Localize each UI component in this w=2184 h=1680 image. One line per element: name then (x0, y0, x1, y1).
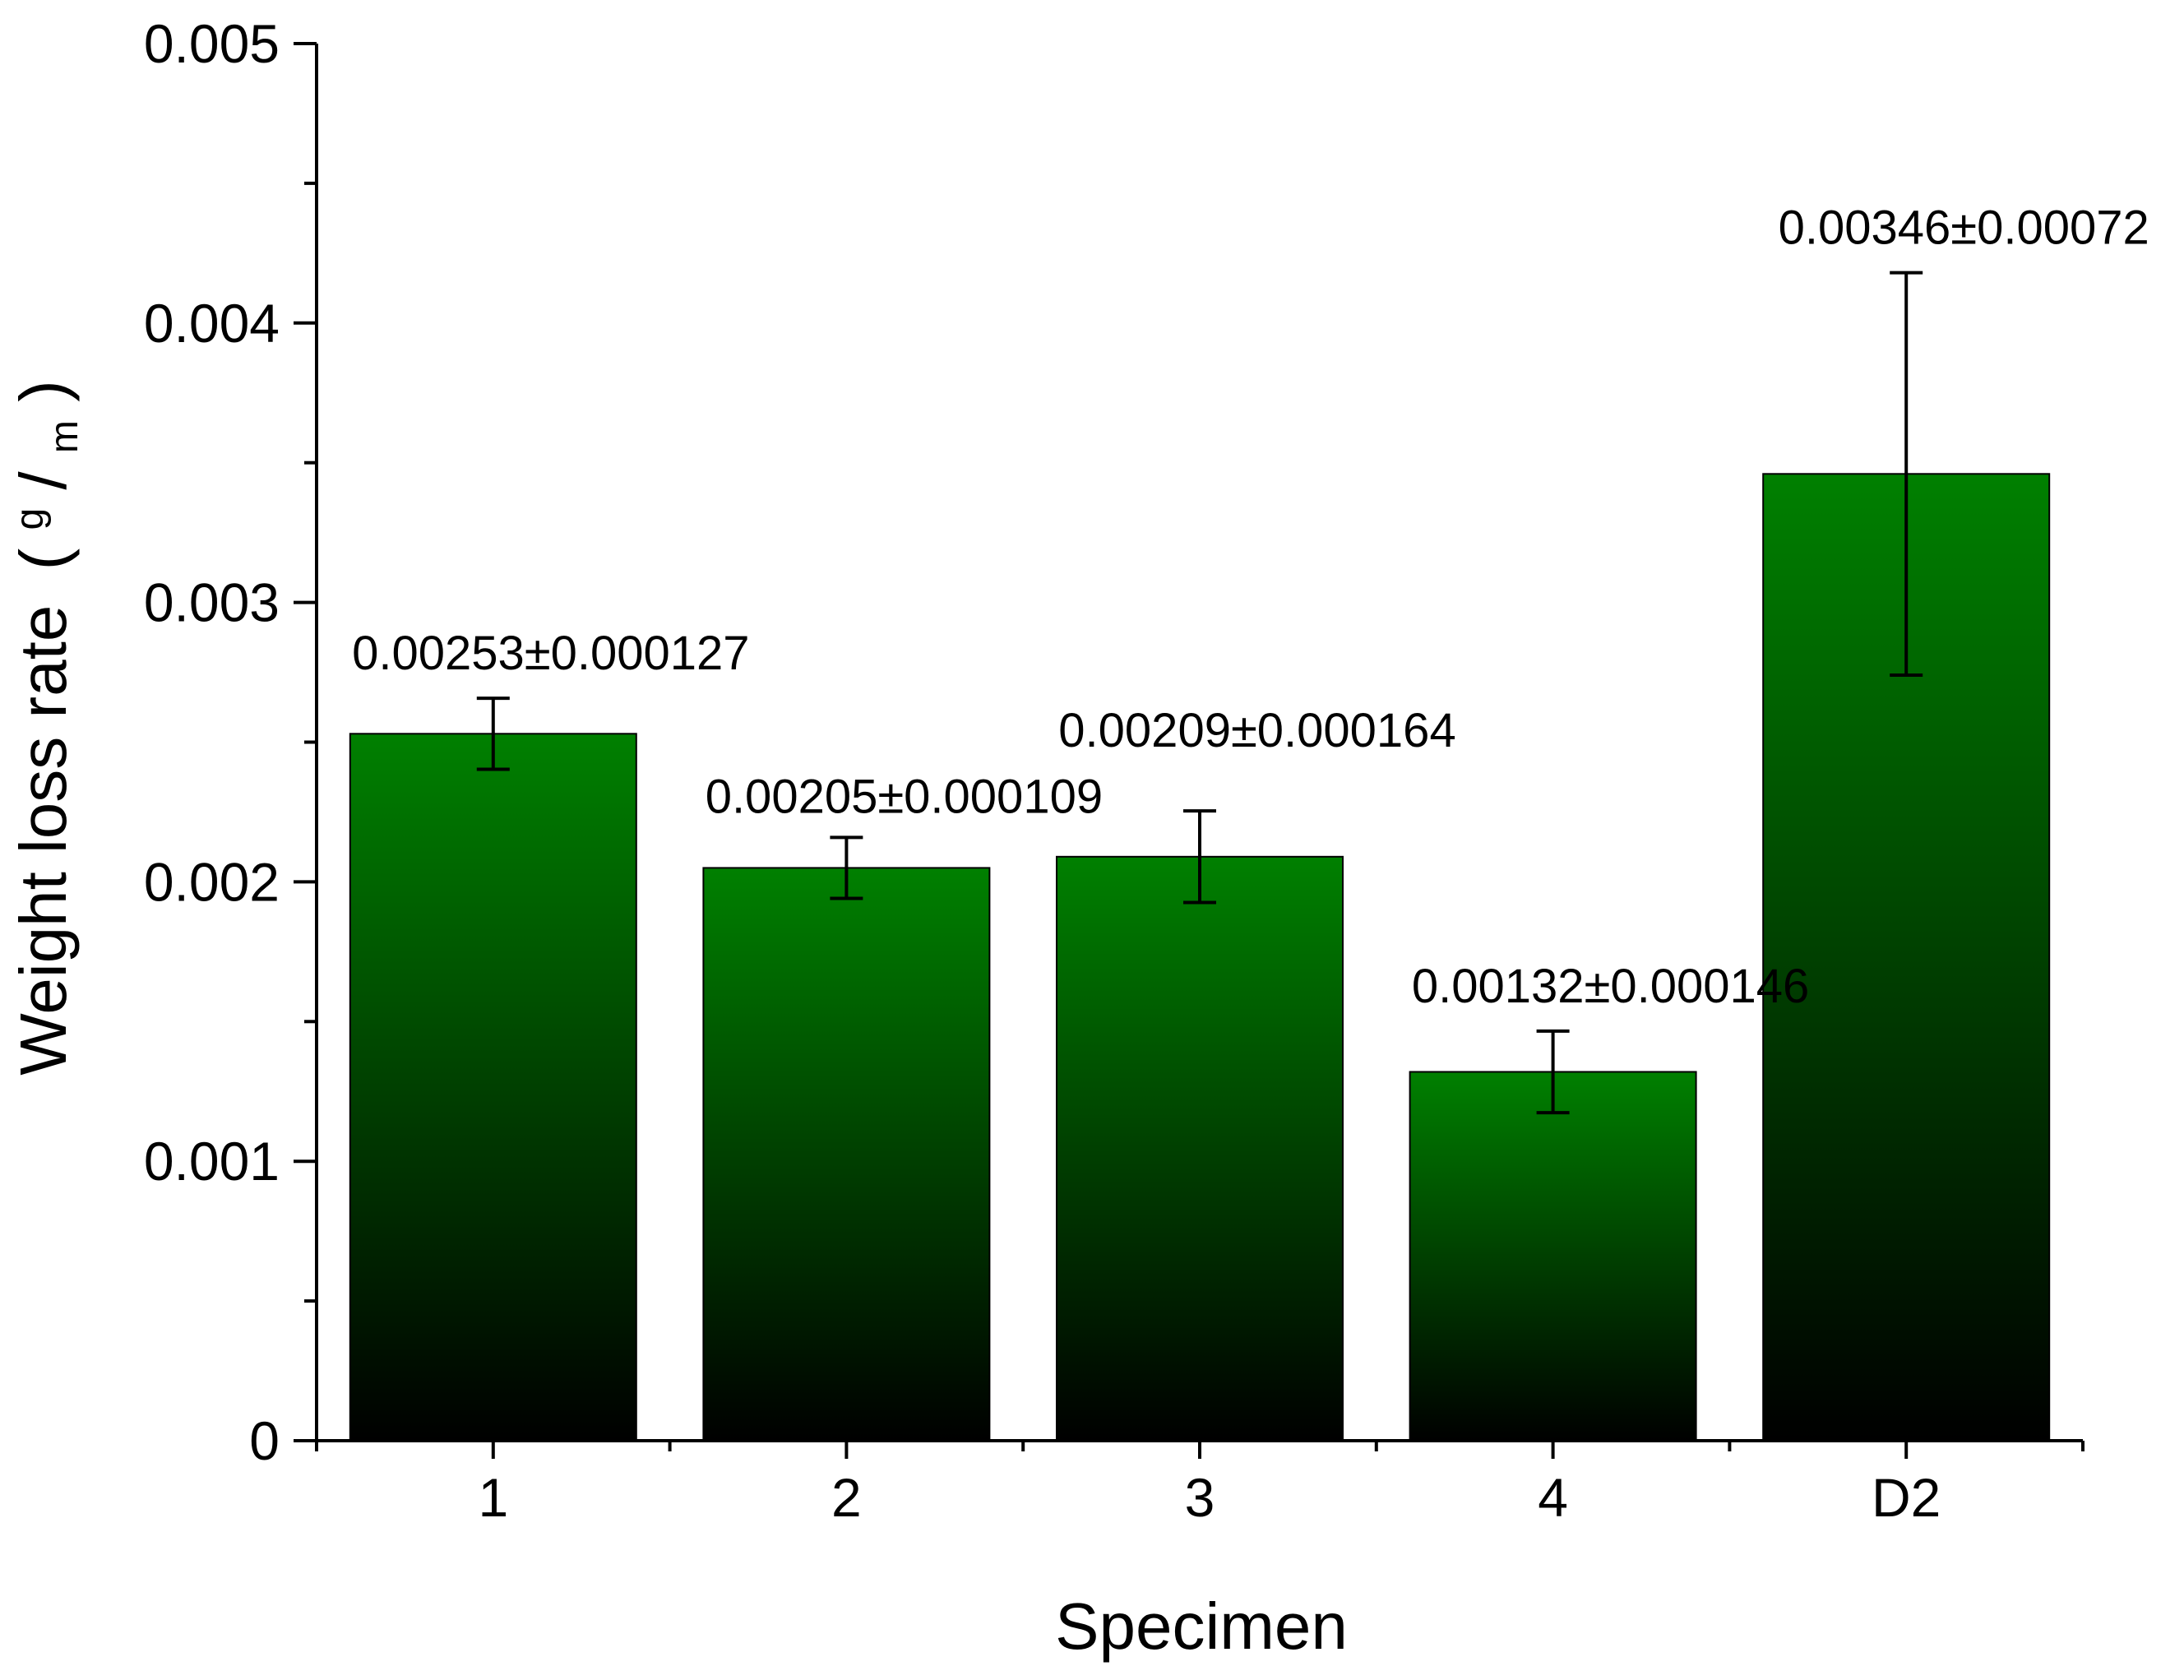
x-tick-label-4: 4 (1538, 1467, 1568, 1528)
bar-4 (1409, 1071, 1697, 1442)
y-tick-label: 0.001 (144, 1131, 280, 1192)
y-axis-unit-slash: / (7, 471, 80, 490)
y-axis-unit-denominator: m (43, 420, 86, 453)
axes-group (294, 42, 2085, 1459)
x-tick-label-3: 3 (1185, 1467, 1215, 1528)
data-label-1: 0.00253±0.000127 (352, 627, 749, 680)
error-bars-group (476, 271, 1923, 1115)
x-tick-label-2: 2 (831, 1467, 862, 1528)
svg-text:Weight loss rate (: Weight loss rate ( g / m ) (0, 380, 91, 1075)
x-axis-title: Specimen (1055, 1590, 1348, 1663)
data-label-D2: 0.00346±0.00072 (1779, 201, 2149, 255)
y-axis-unit-open: ( (7, 548, 80, 570)
bar-3 (1056, 855, 1344, 1442)
y-axis-title: Weight loss rate ( g / m ) (0, 380, 91, 1075)
y-tick-label: 0.004 (144, 293, 280, 354)
data-label-4: 0.00132±0.000146 (1412, 960, 1809, 1013)
y-tick-label: 0.002 (144, 851, 280, 912)
y-tick-label: 0 (249, 1410, 280, 1471)
bar-1 (349, 733, 637, 1442)
y-axis-unit-close: ) (7, 380, 80, 402)
bar-2 (702, 867, 991, 1442)
labels-group: 0.00253±0.00012710.00205±0.00010920.0020… (144, 13, 2149, 1528)
data-label-3: 0.00209±0.000164 (1058, 704, 1455, 757)
y-axis-title-text: Weight loss rate (7, 605, 80, 1076)
y-axis-unit-numerator: g (8, 508, 52, 530)
y-tick-label: 0.005 (144, 13, 280, 74)
data-label-2: 0.00205±0.000109 (706, 770, 1103, 823)
y-tick-label: 0.003 (144, 572, 280, 633)
bars-group (349, 473, 2051, 1442)
x-tick-label-D2: D2 (1872, 1467, 1941, 1528)
x-tick-label-1: 1 (478, 1467, 508, 1528)
